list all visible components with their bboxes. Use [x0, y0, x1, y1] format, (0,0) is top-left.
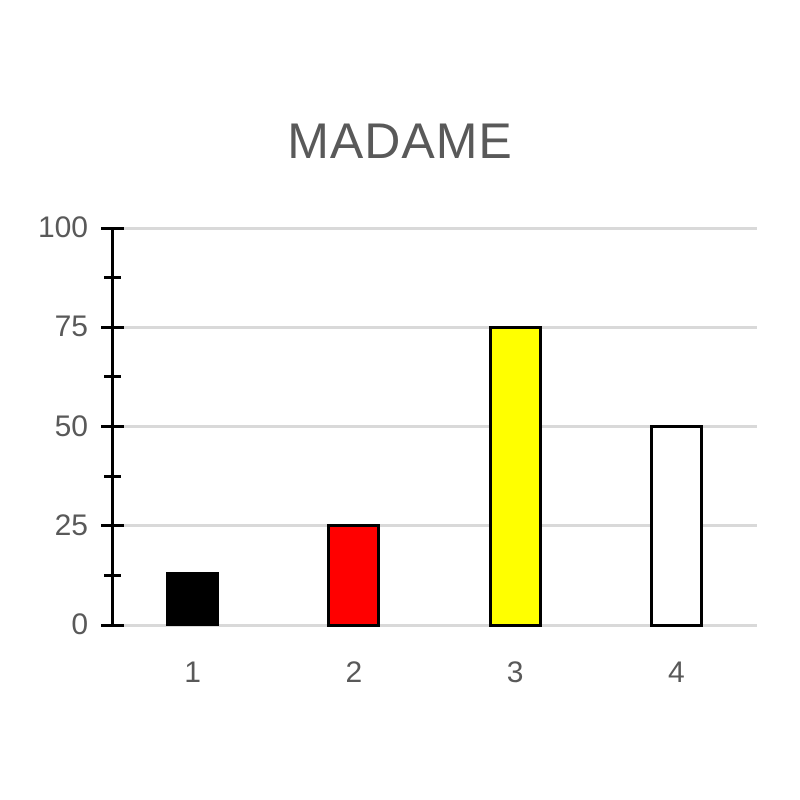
x-tick-label: 3 [506, 656, 524, 689]
y-major-tick-25 [100, 524, 124, 528]
y-minor-tick-37.5 [103, 474, 121, 478]
y-major-tick-100 [100, 226, 124, 230]
gridline-y0 [112, 623, 757, 627]
y-tick-label: 100 [37, 211, 88, 244]
gridline-y75 [112, 325, 757, 329]
gridline-y50 [112, 425, 757, 428]
y-minor-tick-87.5 [103, 276, 121, 280]
y-major-tick-0 [100, 623, 124, 627]
y-major-tick-50 [100, 425, 124, 428]
y-major-tick-75 [100, 325, 124, 329]
gridline-y100 [112, 226, 757, 230]
bar-4 [649, 425, 703, 627]
x-tick-label: 2 [345, 656, 363, 689]
y-minor-tick-12.5 [103, 573, 121, 577]
gridline-y25 [112, 524, 757, 528]
y-tick-label: 75 [54, 310, 88, 344]
bar-2 [327, 524, 381, 627]
bar-1 [166, 571, 220, 627]
y-minor-tick-62.5 [103, 375, 121, 379]
x-tick-label: 4 [668, 656, 685, 689]
x-tick-label: 1 [184, 656, 201, 689]
chart-title: MADAME [287, 113, 513, 169]
y-tick-label: 50 [54, 409, 88, 443]
y-tick-label: 0 [71, 608, 88, 641]
y-tick-label: 25 [54, 508, 88, 542]
bar-3 [488, 325, 542, 627]
